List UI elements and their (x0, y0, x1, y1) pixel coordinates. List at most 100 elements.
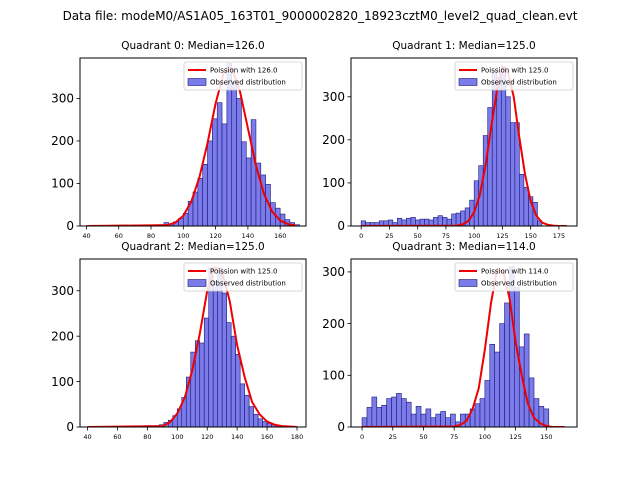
histogram-bar (440, 411, 446, 427)
subplot-title: Quadrant 3: Median=114.0 (392, 241, 535, 253)
axes-frame (350, 57, 578, 227)
legend-box (183, 262, 303, 292)
histogram-bar (226, 322, 232, 427)
histogram-bar (450, 413, 456, 427)
x-tick-label: 0 (359, 232, 363, 240)
legend-label-poisson: Poission with 125.0 (481, 67, 549, 75)
quadrant-1-data (360, 65, 567, 226)
y-tick-label: 200 (51, 134, 74, 148)
x-tick-label: 120 (209, 232, 221, 240)
histogram-bar (248, 406, 254, 427)
x-tick-label: 0 (360, 433, 364, 441)
quadrant-3-plot: Quadrant 3: Median=114.0 0 100 200 300 0 25 50 7… (322, 241, 578, 441)
y-tick-label: 200 (322, 133, 345, 147)
histogram-bar (494, 351, 500, 427)
x-tick-label: 125 (496, 232, 508, 240)
histogram-bar (207, 140, 213, 226)
x-tick-label: 180 (291, 433, 303, 441)
histogram-bar (510, 122, 516, 226)
histogram-bar (235, 354, 241, 427)
y-tick-label: 0 (66, 420, 74, 434)
histogram-bar (212, 281, 219, 427)
histogram-bar (197, 178, 203, 226)
figure-suptitle: Data file: modeM0/AS1A05_163T01_90000028… (63, 9, 578, 23)
histogram-bar (504, 302, 510, 427)
x-tick-label: 160 (274, 232, 286, 240)
legend-label-poisson: Poission with 125.0 (210, 268, 278, 276)
x-tick-label: 175 (553, 232, 565, 240)
x-tick-label: 50 (419, 433, 427, 441)
y-tick-label: 300 (322, 265, 345, 279)
histogram-bar (405, 401, 412, 427)
quadrant-3-data (361, 266, 565, 427)
legend-label-poisson: Poission with 126.0 (210, 67, 278, 75)
legend-box (454, 262, 574, 292)
histogram-bar (257, 418, 263, 427)
histogram-bar (221, 123, 228, 226)
x-tick-label: 40 (82, 232, 90, 240)
histogram-bar (489, 343, 496, 427)
x-tick-label: 60 (113, 433, 121, 441)
histogram-bar (231, 81, 237, 226)
histogram-bar (425, 408, 432, 427)
x-tick-label: 75 (442, 232, 450, 240)
histogram-bar (543, 408, 550, 427)
histogram-bar (262, 421, 268, 427)
histogram-bar (505, 96, 511, 226)
histogram-bar (245, 157, 252, 226)
legend-bar-swatch (187, 279, 207, 287)
histogram-bar (381, 404, 387, 427)
y-tick-label: 200 (51, 329, 74, 343)
y-tick-label: 0 (337, 420, 345, 434)
histogram-bar (396, 393, 402, 427)
y-tick-label: 300 (51, 284, 74, 298)
histogram-bar (391, 396, 397, 427)
histogram-bar (236, 98, 242, 226)
histogram-bar (451, 213, 457, 226)
histogram-bar (361, 417, 368, 427)
histogram-bar (253, 413, 259, 427)
histogram-bar (199, 342, 205, 427)
x-tick-label: 100 (468, 232, 480, 240)
histogram-bar (496, 77, 502, 226)
y-tick-label: 300 (322, 90, 345, 104)
histogram-bar (500, 66, 507, 226)
histogram-bar (376, 407, 383, 427)
x-tick-label: 80 (147, 232, 155, 240)
histogram-bar (523, 186, 529, 226)
legend-label-observed: Observed distribution (481, 79, 557, 87)
legend-box (454, 61, 574, 91)
histogram-bar (244, 394, 250, 427)
legend-label-poisson: Poission with 114.0 (481, 268, 549, 276)
histogram-bar (528, 377, 535, 427)
legend: Poission with 125.0 Observed distribution (454, 61, 574, 91)
subplot-title: Quadrant 0: Median=126.0 (121, 40, 264, 52)
histogram-bar (415, 406, 422, 427)
quadrant-2-plot: Quadrant 2: Median=125.0 0 100 200 300 40 60 80… (51, 241, 307, 441)
x-tick-label: 120 (201, 433, 213, 441)
x-tick-label: 60 (115, 232, 123, 240)
histogram-bar (230, 335, 236, 427)
histogram-bar (435, 413, 441, 427)
y-tick-label: 100 (51, 177, 74, 191)
histogram-bar (202, 164, 208, 226)
histogram-bar (401, 398, 407, 427)
y-tick-label: 200 (322, 317, 345, 331)
subplot-title: Quadrant 1: Median=125.0 (392, 40, 535, 52)
x-tick-label: 125 (509, 433, 521, 441)
histogram-bar (366, 407, 373, 427)
legend-label-observed: Observed distribution (210, 280, 286, 288)
quadrant-0-plot: Quadrant 0: Median=126.0 0 100 200 300 40 60 80… (51, 40, 307, 240)
x-tick-label: 100 (171, 433, 183, 441)
y-tick-label: 100 (51, 375, 74, 389)
quadrant-2-data (87, 266, 298, 427)
x-tick-label: 50 (414, 232, 422, 240)
histogram-bar (216, 102, 223, 226)
histogram-bar (499, 323, 505, 427)
legend-label-observed: Observed distribution (481, 280, 557, 288)
legend: Poission with 114.0 Observed distribution (454, 262, 574, 292)
x-tick-label: 80 (143, 433, 151, 441)
y-tick-label: 300 (51, 92, 74, 106)
histogram-bar (479, 398, 486, 427)
